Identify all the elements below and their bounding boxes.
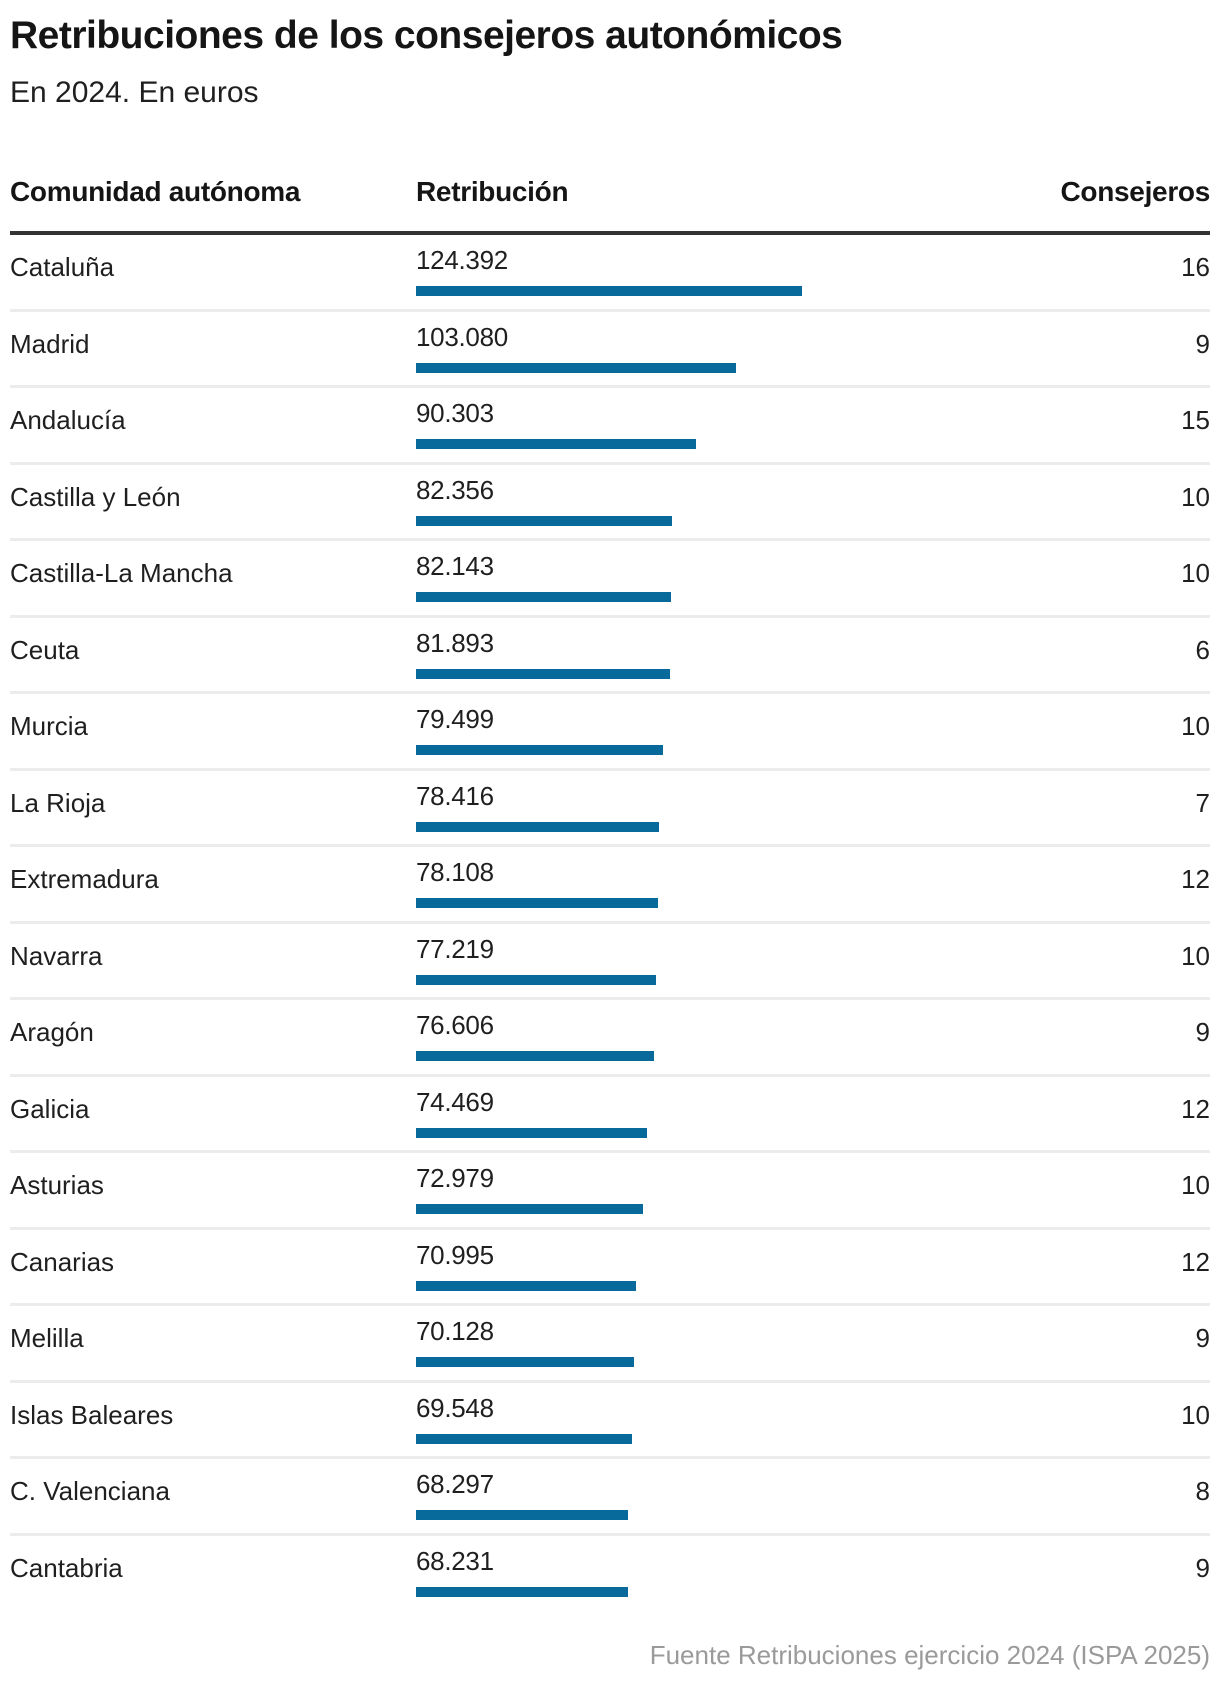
table-row: Cataluña 124.392 16 (10, 235, 1210, 312)
consejeros-count: 10 (1181, 1399, 1210, 1430)
retribution-value: 82.143 (416, 551, 494, 581)
table-row: Canarias 70.995 12 (10, 1230, 1210, 1306)
region-name: Navarra (10, 940, 103, 971)
retribution-value: 124.392 (416, 245, 508, 275)
region-name: Melilla (10, 1323, 84, 1353)
retribution-bar (416, 898, 659, 908)
retribution-bar (416, 515, 672, 526)
table-row: Extremadura 78.108 12 (10, 847, 1210, 924)
chart-title: Retribuciones de los consejeros autonómi… (10, 14, 843, 57)
table-row: Castilla y León 82.356 10 (10, 465, 1210, 541)
region-name: Cantabria (10, 1552, 123, 1583)
table-row: Madrid 103.080 9 (10, 312, 1210, 388)
table-row: Aragón 76.606 9 (10, 1000, 1210, 1077)
consejeros-count: 15 (1181, 405, 1210, 435)
header-rule (10, 231, 1210, 235)
region-name: Aragón (10, 1017, 94, 1047)
table-row: Islas Baleares 69.548 10 (10, 1383, 1210, 1459)
region-name: Andalucía (10, 405, 126, 435)
retribution-value: 78.108 (416, 857, 494, 887)
region-name: Islas Baleares (10, 1399, 174, 1430)
retribution-value: 68.231 (416, 1545, 494, 1576)
retribution-bar (416, 1433, 632, 1444)
table-row: Andalucía 90.303 15 (10, 388, 1210, 465)
consejeros-count: 6 (1195, 634, 1210, 665)
retribution-bar (416, 1280, 637, 1291)
region-name: La Rioja (10, 787, 106, 818)
region-name: Castilla-La Mancha (10, 558, 233, 588)
retribution-bar (416, 1586, 628, 1597)
retribution-bar (416, 1127, 648, 1138)
table-row: Cantabria 68.231 9 (10, 1536, 1210, 1613)
region-name: Galicia (10, 1093, 90, 1124)
table-row: Navarra 77.219 10 (10, 924, 1210, 1000)
retribution-bar (416, 592, 671, 602)
consejeros-count: 9 (1195, 1017, 1210, 1047)
retribution-bar (416, 1357, 634, 1367)
table-row: Murcia 79.499 10 (10, 694, 1210, 771)
consejeros-count: 7 (1195, 787, 1210, 818)
table-row: Galicia 74.469 12 (10, 1077, 1210, 1153)
retribution-bar (416, 821, 660, 832)
region-name: Castilla y León (10, 481, 181, 512)
retribution-bar (416, 668, 671, 679)
consejeros-count: 10 (1181, 558, 1210, 588)
consejeros-count: 9 (1195, 328, 1210, 359)
source-note: Fuente Retribuciones ejercicio 2024 (ISP… (649, 1640, 1210, 1670)
retribution-bar (416, 974, 656, 985)
retribution-value: 79.499 (416, 704, 494, 734)
consejeros-count: 12 (1181, 864, 1210, 894)
retribution-bar (416, 1204, 643, 1214)
table-row: Castilla-La Mancha 82.143 10 (10, 541, 1210, 618)
region-name: Cataluña (10, 252, 115, 282)
column-header-retribucion: Retribución (416, 176, 569, 207)
region-name: Murcia (10, 711, 89, 741)
retribution-bar (416, 745, 663, 755)
table-row: C. Valenciana 68.297 8 (10, 1459, 1210, 1536)
table-row: Melilla 70.128 9 (10, 1306, 1210, 1383)
column-header-comunidad: Comunidad autónoma (10, 176, 301, 207)
table-row: Asturias 72.979 10 (10, 1153, 1210, 1230)
retribution-value: 72.979 (416, 1163, 494, 1193)
region-name: Madrid (10, 328, 90, 359)
chart-subtitle: En 2024. En euros (10, 76, 259, 109)
retribution-value: 78.416 (416, 780, 494, 811)
retribution-value: 103.080 (416, 321, 508, 352)
table-row: Ceuta 81.893 6 (10, 618, 1210, 694)
consejeros-count: 10 (1181, 481, 1210, 512)
region-name: Asturias (10, 1170, 104, 1200)
retribution-value: 68.297 (416, 1469, 494, 1499)
consejeros-count: 12 (1181, 1246, 1210, 1277)
consejeros-count: 12 (1181, 1093, 1210, 1124)
retribution-bar (416, 1510, 628, 1520)
consejeros-count: 10 (1181, 711, 1210, 741)
region-name: Canarias (10, 1246, 115, 1277)
retribution-value: 74.469 (416, 1086, 494, 1117)
region-name: Extremadura (10, 864, 159, 894)
consejeros-count: 16 (1181, 252, 1210, 282)
retribution-value: 70.995 (416, 1239, 494, 1270)
retribution-value: 76.606 (416, 1010, 494, 1040)
retribution-value: 81.893 (416, 627, 494, 658)
consejeros-count: 10 (1181, 1170, 1210, 1200)
region-name: Ceuta (10, 634, 80, 665)
retribution-bar (416, 362, 736, 373)
retribution-value: 82.356 (416, 474, 494, 505)
table-body: Cataluña 124.392 16 Madrid 103.080 9 Andalucía… (10, 235, 1210, 1612)
consejeros-count: 9 (1195, 1323, 1210, 1353)
table-header: Comunidad autónoma Retribución Consejero… (10, 176, 1210, 232)
table-row: La Rioja 78.416 7 (10, 771, 1210, 847)
retribution-value: 90.303 (416, 398, 494, 428)
retribution-value: 69.548 (416, 1392, 494, 1423)
consejeros-count: 8 (1195, 1476, 1210, 1506)
consejeros-count: 9 (1195, 1552, 1210, 1583)
retribution-value: 70.128 (416, 1316, 494, 1346)
retribution-bar (416, 1051, 654, 1061)
consejeros-count: 10 (1181, 940, 1210, 971)
column-header-consejeros: Consejeros (1060, 176, 1211, 207)
retribution-bar (416, 286, 802, 296)
retribution-value: 77.219 (416, 933, 494, 964)
retribution-bar (416, 439, 697, 449)
region-name: C. Valenciana (10, 1476, 170, 1506)
